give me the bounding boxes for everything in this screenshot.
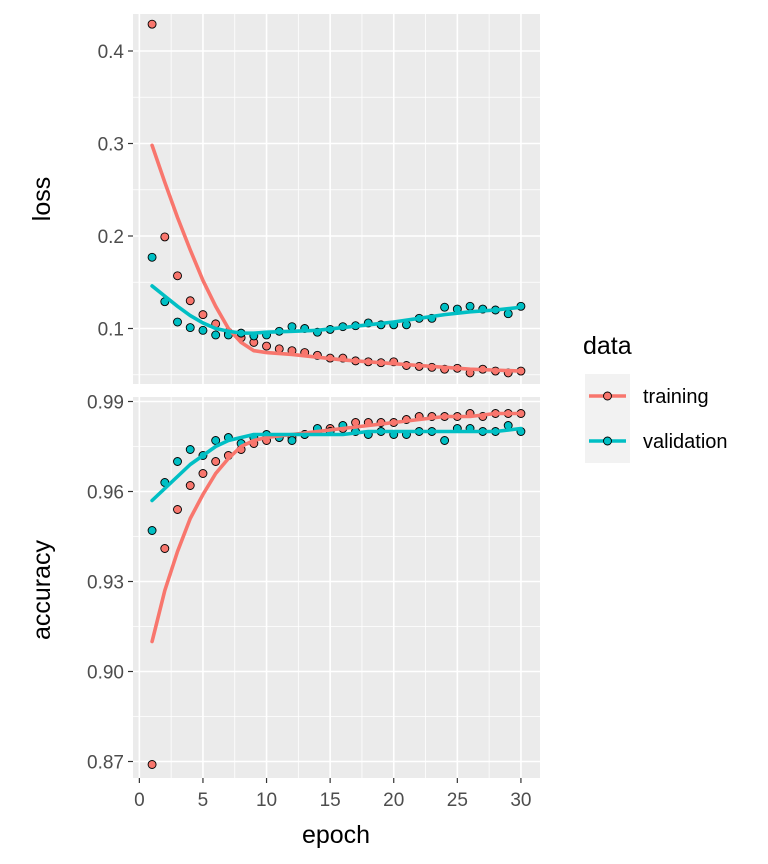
accuracy-panel-grid [133, 397, 540, 778]
x-axis-title: epoch [302, 821, 370, 849]
legend-keys [589, 391, 626, 446]
y-tick-label: 0.3 [98, 135, 124, 156]
accuracy-point-training [211, 457, 221, 466]
accuracy-smooth-line-validation [150, 426, 523, 503]
x-tick-label: 20 [383, 790, 404, 811]
x-tick-label: 5 [198, 790, 209, 811]
x-axis-ticks: 0 5 10 15 20 25 30 [134, 778, 531, 811]
accuracy-point-training [173, 505, 182, 514]
y-tick-label: 0.4 [98, 42, 125, 63]
loss-point-training [185, 296, 195, 306]
loss-smooth-line-validation [150, 284, 523, 335]
accuracy-y-ticks: 0.87 0.90 0.93 0.96 0.99 [87, 393, 133, 774]
loss-point-training [160, 232, 170, 242]
y-tick-label: 0.1 [98, 320, 124, 341]
accuracy-marks [147, 409, 526, 769]
y-tick-label: 0.2 [98, 227, 124, 248]
accuracy-point-validation [185, 445, 195, 454]
y-tick-label: 0.90 [87, 663, 124, 684]
loss-point-training [262, 341, 271, 351]
accuracy-point-validation [173, 457, 182, 466]
loss-point-validation [440, 302, 450, 312]
x-tick-label: 15 [320, 790, 341, 811]
accuracy-point-training [160, 544, 170, 553]
legend-label-validation: validation [643, 431, 728, 453]
x-tick-label: 25 [447, 790, 468, 811]
y-tick-label: 0.96 [87, 483, 124, 504]
legend-label-training: training [643, 386, 709, 408]
loss-point-training [198, 310, 208, 320]
accuracy-point-validation [211, 436, 221, 445]
loss-smooth-line-training [150, 143, 523, 373]
accuracy-point-validation [440, 436, 450, 445]
accuracy-panel-background [133, 397, 540, 778]
y-tick-label: 0.87 [87, 753, 124, 774]
loss-point-validation [147, 252, 157, 262]
accuracy-point-training [185, 481, 195, 490]
accuracy-point-training [198, 469, 208, 478]
loss-point-training [147, 19, 157, 29]
loss-point-validation [198, 325, 208, 335]
legend-title: data [583, 332, 632, 360]
legend-key-point-training [603, 391, 612, 401]
loss-marks [147, 19, 526, 378]
accuracy-axis-title: accuracy [28, 539, 56, 640]
accuracy-point-validation [287, 436, 297, 445]
legend-key-point-validation [603, 436, 612, 446]
y-tick-label: 0.93 [87, 573, 124, 594]
loss-point-validation [503, 309, 513, 319]
accuracy-point-validation [147, 526, 157, 535]
accuracy-point-training [147, 760, 157, 769]
accuracy-panel: 0.87 0.90 0.93 0.96 0.99 accuracy [28, 393, 540, 778]
loss-point-validation [465, 301, 475, 311]
loss-point-validation [173, 317, 182, 327]
loss-point-validation [185, 323, 195, 333]
loss-point-validation [211, 330, 221, 340]
legend-key-background [585, 374, 630, 463]
y-tick-label: 0.99 [87, 393, 124, 414]
x-tick-label: 0 [134, 790, 145, 811]
loss-y-ticks: 0.1 0.2 0.3 0.4 [98, 42, 133, 341]
loss-panel: 0.1 0.2 0.3 0.4 loss [28, 14, 540, 384]
x-tick-label: 30 [510, 790, 531, 811]
loss-axis-title: loss [28, 177, 56, 221]
legend: data training validation [583, 332, 728, 463]
loss-panel-grid [133, 14, 540, 384]
loss-point-training [173, 271, 182, 281]
x-tick-label: 10 [256, 790, 277, 811]
